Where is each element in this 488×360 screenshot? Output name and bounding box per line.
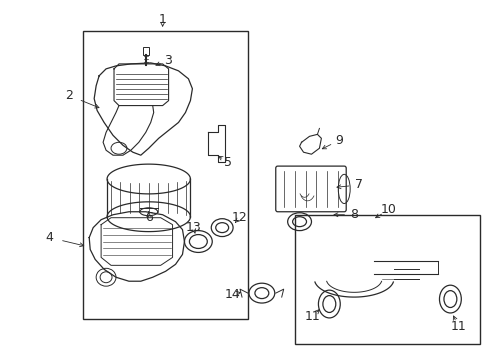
- Text: 1: 1: [159, 13, 166, 26]
- Bar: [83, 31, 247, 319]
- Text: 3: 3: [163, 54, 171, 67]
- Bar: [294, 215, 479, 344]
- Text: 2: 2: [65, 89, 73, 102]
- Text: 9: 9: [335, 134, 343, 147]
- Text: 12: 12: [232, 211, 247, 224]
- Text: 13: 13: [185, 221, 201, 234]
- Text: 14: 14: [224, 288, 240, 301]
- Text: 4: 4: [45, 231, 53, 244]
- Text: 11: 11: [304, 310, 320, 323]
- Text: 10: 10: [380, 203, 396, 216]
- Text: 11: 11: [449, 320, 465, 333]
- Text: 8: 8: [349, 208, 357, 221]
- Text: 5: 5: [224, 156, 232, 168]
- Bar: [142, 47, 148, 55]
- Text: 7: 7: [354, 179, 363, 192]
- Text: 6: 6: [144, 211, 152, 224]
